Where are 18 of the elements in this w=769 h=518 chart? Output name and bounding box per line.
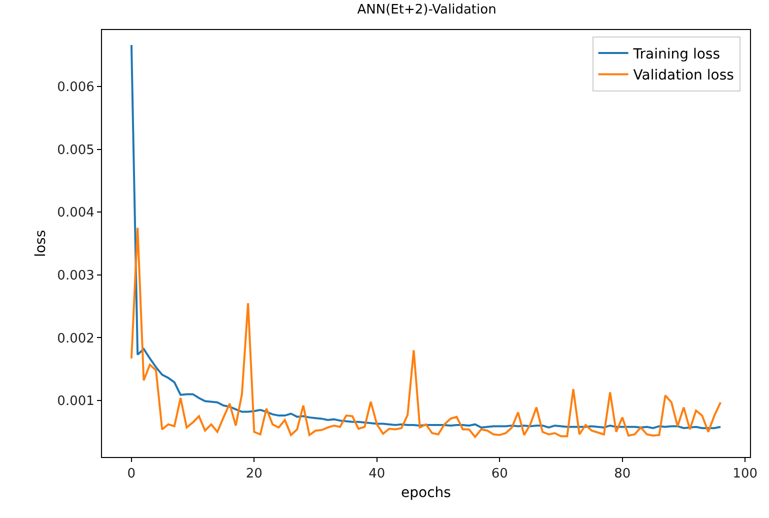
y-tick-label: 0.006 [57,80,94,96]
y-axis-title: loss [32,230,49,258]
x-tick-label: 40 [368,466,386,482]
y-tick-label: 0.005 [57,142,94,158]
y-tick-label: 0.001 [57,394,94,410]
y-tick-label: 0.003 [57,268,94,284]
x-tick-label: 100 [732,466,758,482]
x-axis-title: epochs [401,484,451,501]
x-tick-label: 60 [491,466,508,482]
chart-title: ANN(Et+2)-Validation [357,2,496,18]
y-tick-label: 0.004 [57,206,94,221]
x-tick-label: 0 [127,466,136,482]
y-tick-label: 0.002 [57,331,94,346]
line-series [130,226,722,438]
legend-label: Validation loss [633,68,734,84]
legend-label: Training loss [632,46,720,62]
x-tick-label: 80 [614,466,631,482]
x-tick-label: 20 [246,466,262,482]
